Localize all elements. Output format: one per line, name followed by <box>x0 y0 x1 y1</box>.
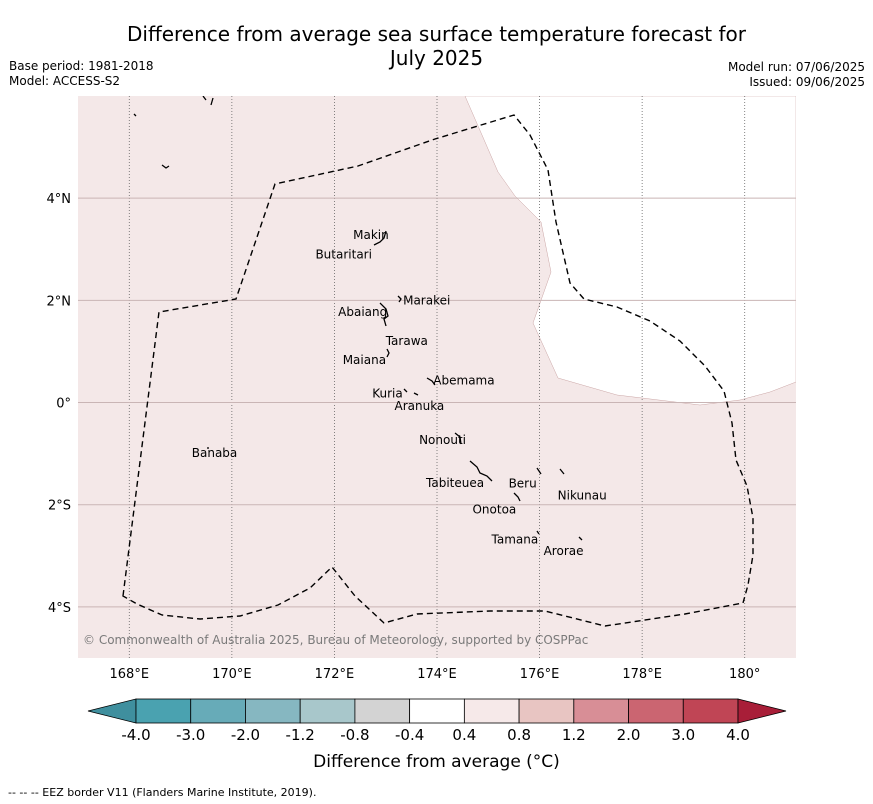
colorbar-segment <box>354 698 411 724</box>
base-period: Base period: 1981-2018 <box>9 59 154 73</box>
model-run: Model run: 07/06/2025 <box>727 60 865 74</box>
axis-labels: 168°E 170°E 172°E 174°E 176°E 178°E 180° 4°N 2°N… <box>47 192 761 682</box>
atoll-tarawa <box>379 302 389 327</box>
lon-tick-label: 174°E <box>417 667 457 682</box>
atoll-arorae <box>578 536 583 541</box>
colorbar-tick-label: 3.0 <box>671 726 695 744</box>
island-label: Abemama <box>433 374 494 388</box>
map-title: Difference from average sea surface temp… <box>0 22 873 70</box>
graticule <box>78 96 796 658</box>
island-label: Banaba <box>192 446 238 460</box>
atoll-onotoa <box>513 492 521 502</box>
island-label: Tamana <box>491 532 539 546</box>
colorbar-tick-label: -1.2 <box>286 726 315 744</box>
colorbar-segment <box>245 698 301 724</box>
island-label: Maiana <box>343 353 386 367</box>
island-label: Marakei <box>403 293 450 307</box>
title-line-2: July 2025 <box>389 46 484 70</box>
colorbar-segment <box>682 698 739 724</box>
lon-tick-label: 170°E <box>212 667 252 682</box>
island-label: Aranuka <box>394 399 444 413</box>
atoll-makin <box>373 230 387 246</box>
island-label: Makin <box>353 228 389 242</box>
island-label: Beru <box>509 477 537 491</box>
colorbar-tick-label: 0.8 <box>507 726 531 744</box>
colorbar-segment <box>409 698 465 724</box>
lat-tick-label: 0° <box>56 397 71 412</box>
island-label: Tarawa <box>385 334 428 348</box>
atoll-nikunau <box>559 468 565 475</box>
colorbar-segment <box>190 698 246 724</box>
lat-tick-label: 4°S <box>48 601 71 616</box>
title-line-1: Difference from average sea surface temp… <box>126 22 746 46</box>
atoll-marakei <box>397 295 402 303</box>
colorbar-segment <box>518 698 575 724</box>
model-name: Model: ACCESS-S2 <box>9 74 121 88</box>
island-labels: Makin Butaritari Marakei Abaiang Tarawa Maian… <box>192 228 607 558</box>
eez-footnote: -- -- -- EEZ border V11 (Flanders Marine… <box>8 786 317 799</box>
island-label: Butaritari <box>315 248 372 262</box>
lat-tick-label: 2°N <box>47 294 72 309</box>
colorbar-segment <box>299 698 356 724</box>
atoll-abemama <box>426 377 436 386</box>
colorbar-label: Difference from average (°C) <box>313 752 560 772</box>
lon-tick-label: 178°E <box>622 667 662 682</box>
copyright-notice: © Commonwealth of Australia 2025, Bureau… <box>83 633 588 647</box>
colorbar-extend-low <box>87 698 137 724</box>
lon-tick-label: 172°E <box>315 667 355 682</box>
run-info: Model run: 07/06/2025 Issued: 09/06/2025 <box>728 60 865 90</box>
issued-date: Issued: 09/06/2025 <box>749 75 865 89</box>
coastlines <box>133 96 583 541</box>
colorbar-tick-label: 0.4 <box>452 726 476 744</box>
atoll-tabiteuea <box>469 460 493 482</box>
atoll-beru <box>536 467 542 475</box>
lon-tick-label: 176°E <box>520 667 560 682</box>
atoll-maiana <box>386 348 390 358</box>
colorbar-tick-label: -3.0 <box>176 726 205 744</box>
island-label: Nonouti <box>419 433 466 447</box>
colorbar-tick-label: 2.0 <box>617 726 641 744</box>
lon-tick-label: 168°E <box>110 667 150 682</box>
lat-tick-label: 2°S <box>48 499 71 514</box>
island-label: Nikunau <box>558 489 607 503</box>
colorbar-tick-label: 1.2 <box>562 726 586 744</box>
lat-tick-label: 4°N <box>47 192 72 207</box>
island-label: Onotoa <box>472 503 516 517</box>
atoll-kuria-aranuka <box>403 388 419 396</box>
island-label: Tabiteuea <box>425 476 484 490</box>
colorbar-tick-label: -0.8 <box>340 726 369 744</box>
atoll-nonouti <box>454 432 462 445</box>
colorbar-segment <box>573 698 629 724</box>
colorbar-segment <box>628 698 684 724</box>
colorbar-extend-high <box>737 698 787 724</box>
coast-fragment-nw <box>133 96 214 169</box>
colorbar-segment <box>135 698 192 724</box>
near-average-region <box>464 96 796 406</box>
atoll-tamana <box>536 530 540 535</box>
colorbar-segment <box>463 698 520 724</box>
colorbar-tick-label: -4.0 <box>121 726 150 744</box>
island-label: Kuria <box>372 386 403 400</box>
island-label: Abaiang <box>338 305 387 319</box>
colorbar-tick-label: 4.0 <box>726 726 750 744</box>
eez-border <box>122 114 754 627</box>
colorbar-tick-label: -2.0 <box>231 726 260 744</box>
colorbar-tick-label: -0.4 <box>395 726 424 744</box>
base-info: Base period: 1981-2018 Model: ACCESS-S2 <box>9 59 154 89</box>
colorbar: -4.0 -3.0 -2.0 -1.2 -0.8 -0.4 0.4 0.8 1.2 2.0 3.0 4… <box>87 698 787 744</box>
island-label: Arorae <box>544 544 584 558</box>
lon-tick-label: 180° <box>729 667 760 682</box>
